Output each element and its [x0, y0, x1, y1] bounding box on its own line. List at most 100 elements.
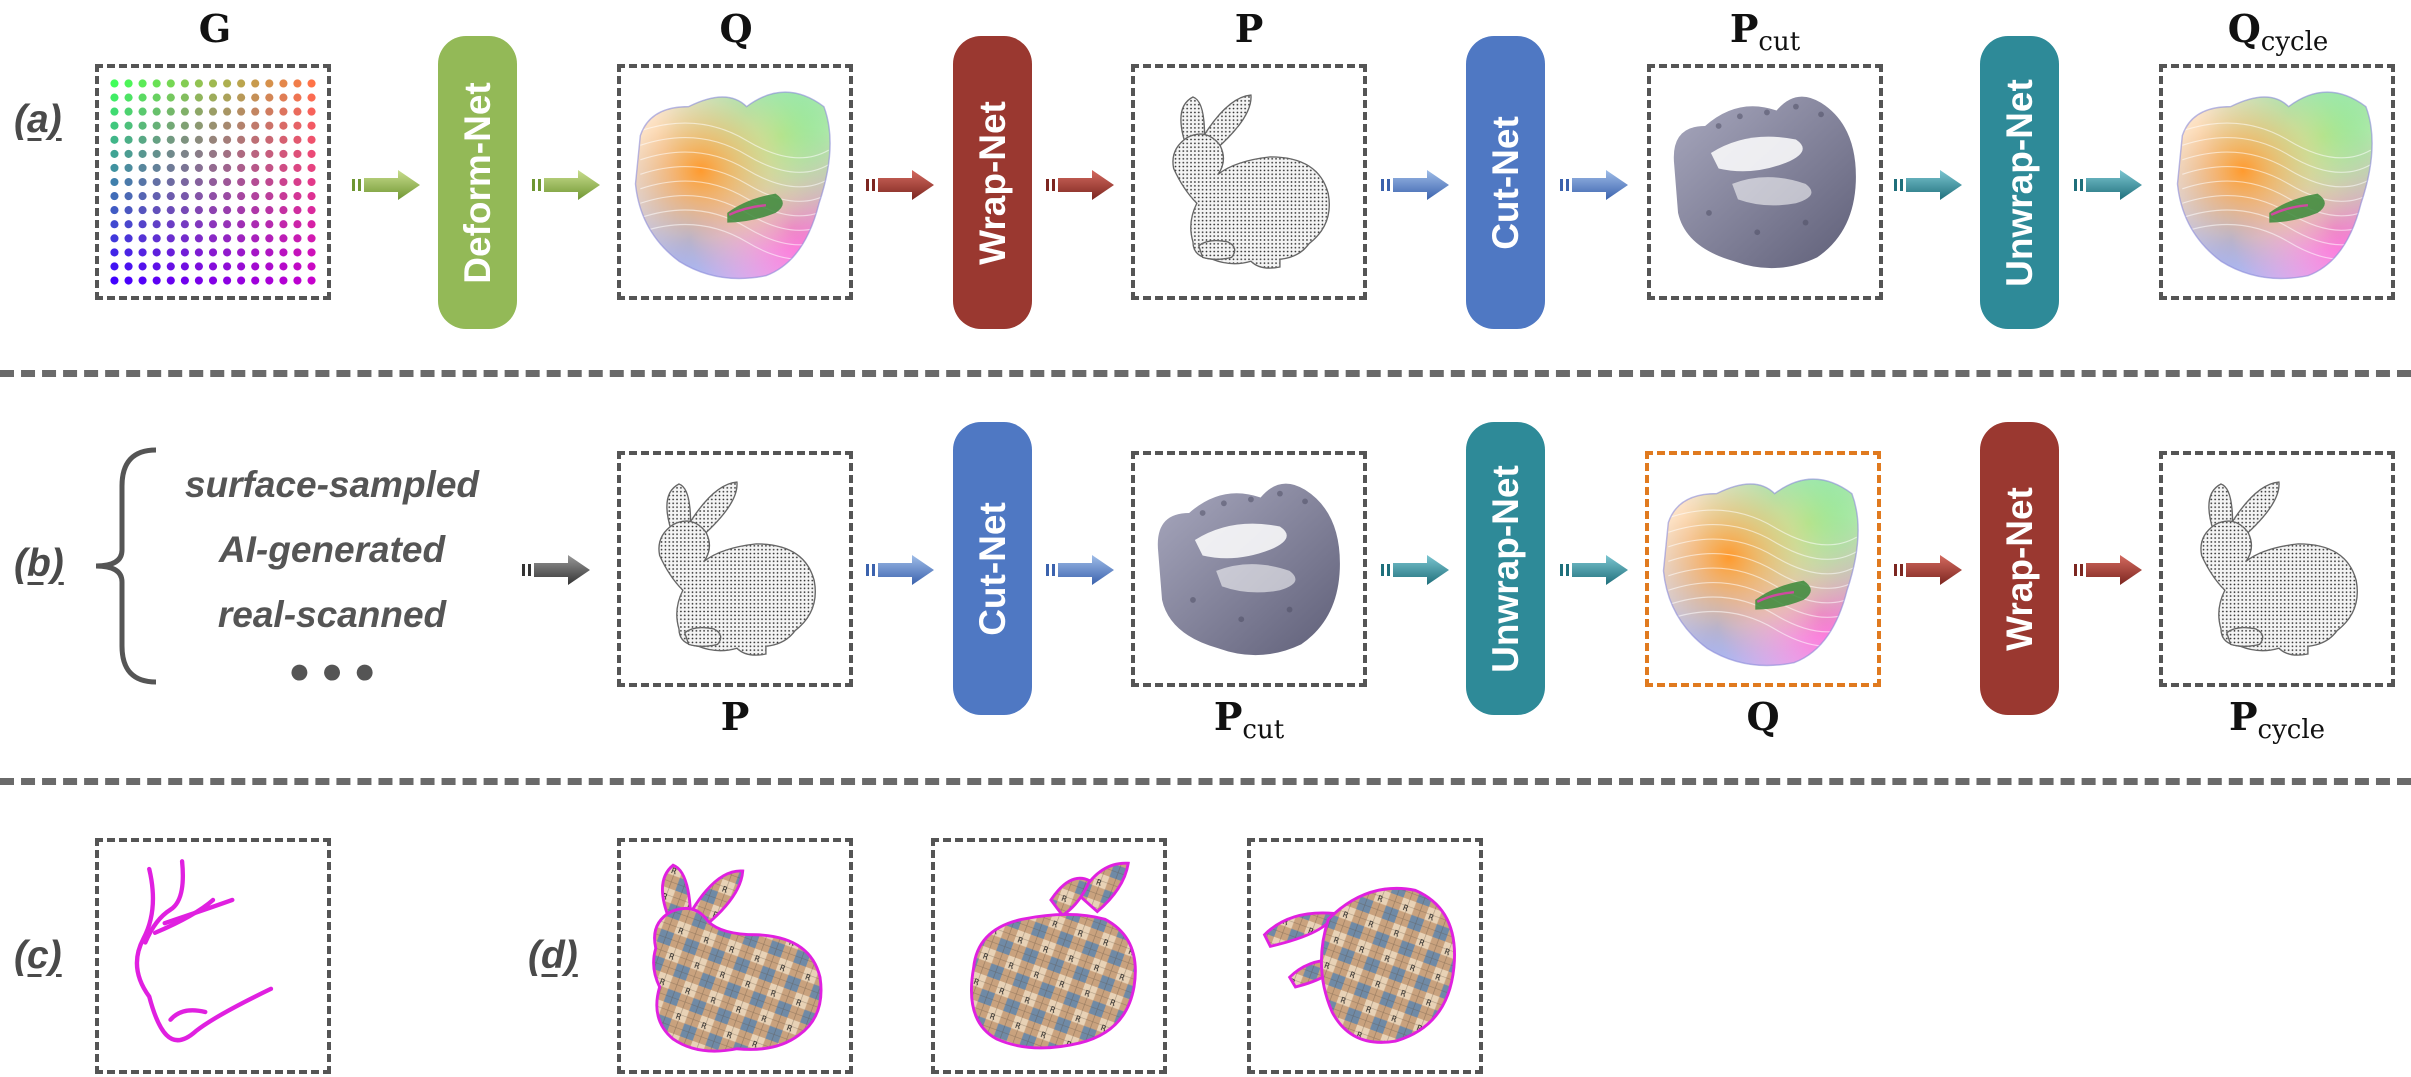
grid-point	[208, 262, 218, 271]
grid-point	[265, 121, 274, 130]
grid-point	[152, 206, 161, 215]
p-hat-cut-panel	[1647, 64, 1883, 300]
grid-point	[307, 93, 316, 102]
grid-point	[152, 79, 161, 88]
grid-point	[180, 234, 189, 243]
grid-point	[138, 262, 147, 271]
grid-point	[307, 149, 316, 158]
title-q-hat: Q	[618, 6, 854, 51]
grid-point	[279, 135, 288, 144]
grid-point	[194, 177, 203, 187]
grid-point	[265, 262, 274, 271]
grid-point	[138, 135, 147, 144]
arrow-a1	[352, 167, 422, 203]
grid-point	[110, 149, 119, 158]
grid-point	[166, 149, 175, 158]
rainbow-cycle-icon	[2163, 68, 2391, 296]
grid-point	[208, 93, 218, 102]
grid-point	[251, 79, 260, 88]
grid-point	[307, 107, 316, 116]
grid-point	[110, 234, 119, 243]
grid-point	[293, 262, 302, 271]
wrap-net-label-a: Wrap-Net	[971, 100, 1013, 265]
grid-point	[208, 177, 218, 187]
grid-point	[237, 107, 246, 116]
grid-point	[180, 149, 189, 158]
grid-point	[208, 220, 218, 229]
arrow-a2-icon	[532, 167, 602, 203]
grid-point	[110, 206, 119, 215]
arrow-b5	[1560, 552, 1630, 588]
grid-point	[265, 107, 274, 116]
grid-point	[265, 135, 274, 144]
grid-point	[223, 121, 232, 130]
grid-point	[166, 234, 175, 243]
grid-point	[237, 177, 246, 187]
grid-point	[194, 262, 203, 271]
grid-point	[251, 177, 260, 187]
arrow-a8	[2074, 167, 2144, 203]
grid-point	[223, 163, 232, 172]
grid-point	[180, 177, 189, 187]
grid-point	[293, 276, 302, 285]
grid-point	[194, 135, 203, 144]
grid-point	[166, 107, 175, 116]
row-a-label: (a)	[14, 98, 62, 141]
grid-point	[180, 79, 189, 88]
grid-point	[293, 135, 302, 144]
grid-point	[307, 163, 316, 172]
grid-point	[251, 276, 260, 285]
grid-point	[124, 234, 133, 243]
grid-point	[237, 163, 246, 172]
arrow-a8-icon	[2074, 167, 2144, 203]
grid-point	[265, 192, 274, 201]
arrow-a7-icon	[1894, 167, 1964, 203]
grid-point	[166, 206, 175, 215]
deform-net-label: Deform-Net	[456, 81, 498, 284]
grid-point	[251, 135, 260, 144]
grid-point	[223, 262, 232, 271]
grid-point	[110, 163, 119, 172]
p-hat-panel	[1131, 64, 1367, 300]
cut-net-block-b: Cut-Net	[953, 422, 1032, 715]
q-hat-cycle-panel	[2159, 64, 2395, 300]
grid-point	[180, 135, 189, 144]
arrow-a1-icon	[352, 167, 422, 203]
grid-point	[180, 192, 189, 201]
unwrap-net-label-a: Unwrap-Net	[1998, 78, 2040, 287]
grid-point	[293, 163, 302, 172]
grid-point	[279, 177, 288, 187]
grid-point	[194, 121, 203, 130]
grid-point	[152, 149, 161, 158]
grid-point	[237, 234, 246, 243]
grid-point	[124, 93, 133, 102]
grid-point	[251, 234, 260, 243]
grid-point	[237, 121, 246, 130]
arrow-a7	[1894, 167, 1964, 203]
grid-point	[138, 276, 147, 285]
arrow-b1	[522, 552, 592, 588]
title-p-cycle: Pcycle	[2228, 694, 2326, 745]
grid-point	[307, 79, 316, 88]
grid-point	[208, 206, 218, 215]
title-p-cut: Pcut	[1213, 694, 1285, 745]
grid-point	[251, 149, 260, 158]
grid-point	[279, 248, 288, 257]
grid-point	[180, 276, 189, 285]
grid-point	[194, 220, 203, 229]
grid-point	[208, 121, 218, 130]
textured-bunny-icon-1	[621, 842, 849, 1070]
grid-point	[124, 107, 133, 116]
grid-point	[110, 79, 119, 88]
grid-point	[265, 206, 274, 215]
grid-point	[138, 248, 147, 257]
grid-point	[237, 192, 246, 201]
arrow-b6	[1894, 552, 1964, 588]
cut-seam-panel	[95, 838, 331, 1074]
grid-point	[110, 276, 119, 285]
grid-point	[166, 93, 175, 102]
arrow-b6-icon	[1894, 552, 1964, 588]
grid-point	[223, 107, 232, 116]
arrow-a5-icon	[1381, 167, 1451, 203]
grid-point	[152, 93, 161, 102]
